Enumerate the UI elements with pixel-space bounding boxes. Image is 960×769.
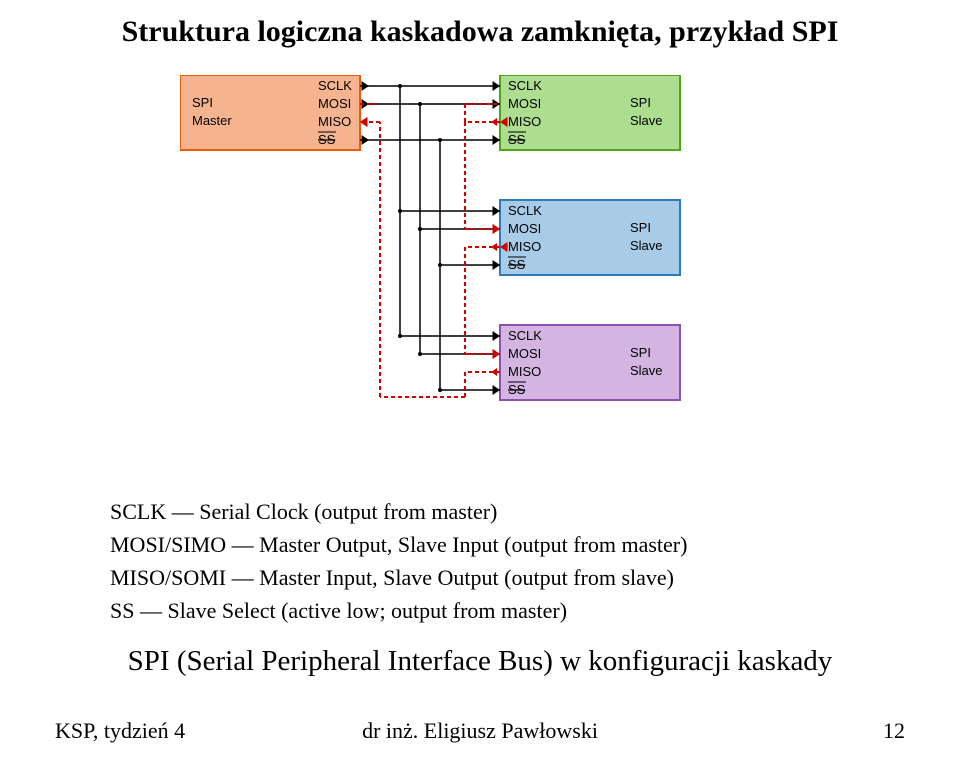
svg-text:SPI: SPI — [630, 220, 651, 235]
svg-text:MOSI: MOSI — [318, 96, 351, 111]
svg-text:SS: SS — [508, 382, 526, 397]
svg-text:MISO: MISO — [508, 239, 541, 254]
svg-text:MOSI: MOSI — [508, 346, 541, 361]
svg-text:SCLK: SCLK — [508, 203, 542, 218]
svg-text:Master: Master — [192, 113, 232, 128]
svg-text:Slave: Slave — [630, 238, 663, 253]
spi-diagram: SPI Master SCLK MOSI MISO SS SPI Slave SCLK MOSI M… — [180, 75, 780, 475]
svg-text:Slave: Slave — [630, 363, 663, 378]
svg-text:SS: SS — [318, 132, 336, 147]
svg-text:MISO: MISO — [508, 364, 541, 379]
svg-text:SCLK: SCLK — [508, 78, 542, 93]
footer-right: 12 — [883, 718, 905, 744]
svg-text:SS: SS — [508, 132, 526, 147]
def-mosi: MOSI/SIMO — Master Output, Slave Input (… — [110, 528, 850, 561]
svg-text:SPI: SPI — [192, 95, 213, 110]
def-sclk: SCLK — Serial Clock (output from master) — [110, 495, 850, 528]
footer-center: dr inż. Eligiusz Pawłowski — [0, 718, 960, 744]
def-ss: SS — Slave Select (active low; output fr… — [110, 594, 850, 627]
svg-text:SPI: SPI — [630, 95, 651, 110]
svg-text:SCLK: SCLK — [318, 78, 352, 93]
svg-text:SCLK: SCLK — [508, 328, 542, 343]
page-title: Struktura logiczna kaskadowa zamknięta, … — [0, 15, 960, 49]
svg-text:MOSI: MOSI — [508, 221, 541, 236]
page-subtitle: SPI (Serial Peripheral Interface Bus) w … — [0, 645, 960, 678]
def-miso: MISO/SOMI — Master Input, Slave Output (… — [110, 561, 850, 594]
svg-text:MISO: MISO — [508, 114, 541, 129]
svg-text:MISO: MISO — [318, 114, 351, 129]
definitions-block: SCLK — Serial Clock (output from master)… — [110, 495, 850, 627]
svg-text:SS: SS — [508, 257, 526, 272]
svg-text:Slave: Slave — [630, 113, 663, 128]
svg-text:SPI: SPI — [630, 345, 651, 360]
svg-text:MOSI: MOSI — [508, 96, 541, 111]
